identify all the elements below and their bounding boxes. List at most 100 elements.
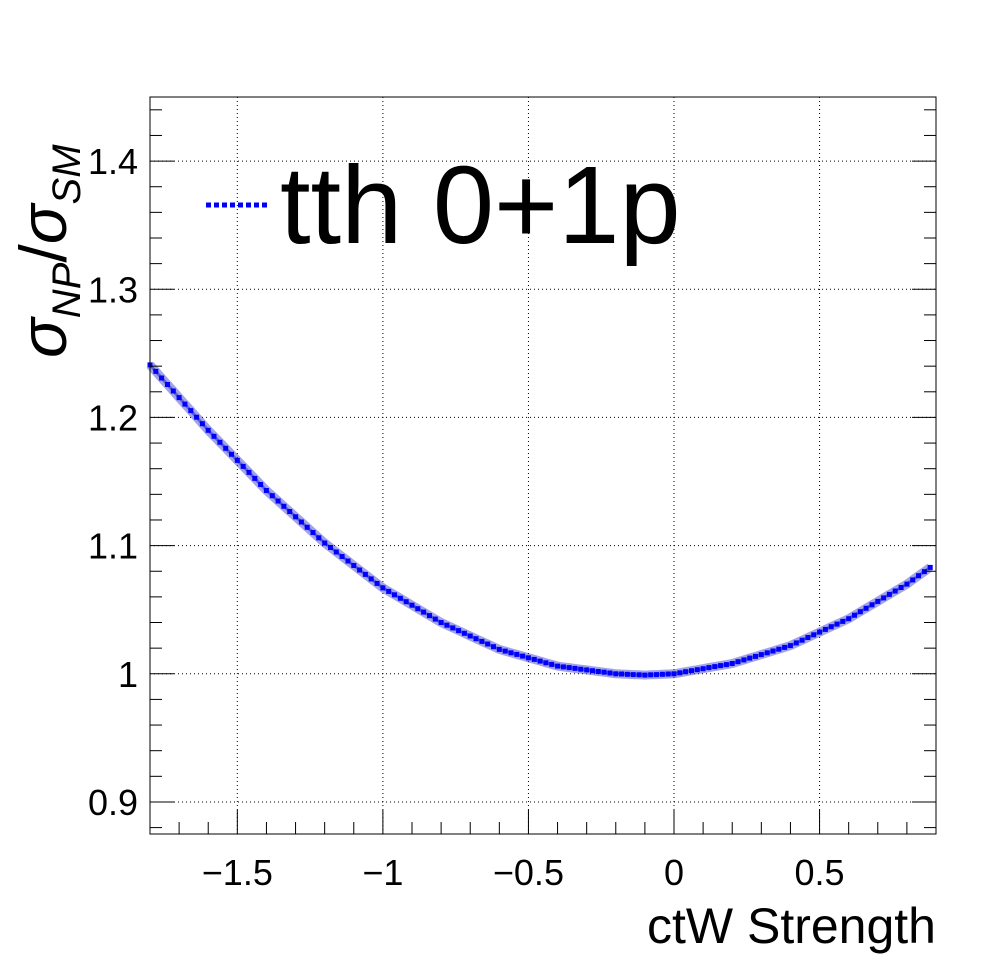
series-marker xyxy=(770,648,776,654)
series-marker xyxy=(723,662,729,668)
series-marker xyxy=(293,514,299,520)
plot-frame xyxy=(149,96,937,835)
series-marker xyxy=(211,433,217,439)
series-marker xyxy=(415,606,421,612)
series-marker xyxy=(572,665,578,671)
series-marker xyxy=(590,668,595,674)
series-marker xyxy=(654,672,659,678)
series-marker xyxy=(502,648,508,654)
series-marker xyxy=(345,558,351,564)
y-tick-label: 1.3 xyxy=(88,269,138,310)
series-marker xyxy=(747,655,753,661)
series-marker xyxy=(834,621,840,627)
series-marker xyxy=(624,671,630,677)
series-marker xyxy=(310,530,316,535)
series-marker xyxy=(199,421,205,427)
series-marker xyxy=(427,613,432,619)
y-axis-title: σNP/σSM xyxy=(6,144,89,358)
series-marker xyxy=(351,563,357,568)
series-marker xyxy=(263,488,269,493)
y-axis-title-sub-np: NP xyxy=(45,262,89,318)
series-marker xyxy=(403,599,409,605)
series-marker xyxy=(287,509,293,514)
series-marker xyxy=(479,638,485,644)
x-axis-title: ctW Strength xyxy=(647,898,936,954)
series-marker xyxy=(846,616,852,622)
series-marker xyxy=(456,628,462,634)
y-axis-title-sigma-np: σ xyxy=(6,316,80,358)
series-marker xyxy=(153,368,159,374)
series-marker xyxy=(450,625,456,631)
series-marker xyxy=(555,663,561,669)
series-marker xyxy=(898,585,904,590)
series-marker xyxy=(322,540,328,546)
series-marker xyxy=(217,439,223,445)
series-marker xyxy=(840,618,846,624)
series-marker xyxy=(549,661,555,667)
series-marker xyxy=(223,445,229,451)
series-marker xyxy=(881,595,887,601)
series-marker xyxy=(630,672,636,678)
series-marker xyxy=(735,659,741,665)
series-marker xyxy=(182,401,188,407)
series-marker xyxy=(246,469,252,475)
series-marker xyxy=(729,661,735,666)
series-marker xyxy=(432,616,438,622)
series-marker xyxy=(560,664,566,670)
series-marker xyxy=(525,655,531,661)
series-layer xyxy=(146,361,933,680)
series-marker xyxy=(753,653,758,659)
series-marker xyxy=(357,567,363,573)
series-marker xyxy=(671,671,677,677)
series-marker xyxy=(473,636,479,642)
series-marker xyxy=(362,571,368,577)
x-tick-label: 0 xyxy=(664,852,684,893)
series-marker xyxy=(339,554,345,559)
series-marker xyxy=(316,535,322,541)
series-marker xyxy=(927,564,933,570)
series-marker xyxy=(333,549,339,555)
x-tick-label: 0.5 xyxy=(795,852,845,893)
series-marker xyxy=(269,493,275,499)
series-marker xyxy=(916,573,921,579)
series-marker xyxy=(444,622,450,628)
series-marker xyxy=(397,595,403,601)
series-marker xyxy=(718,663,724,669)
series-marker xyxy=(904,581,910,587)
series-marker xyxy=(910,577,916,583)
series-marker xyxy=(491,644,496,650)
series-marker xyxy=(636,672,642,678)
series-marker xyxy=(392,592,397,598)
series-marker xyxy=(659,671,665,677)
series-marker xyxy=(642,672,648,678)
y-tick-label: 1 xyxy=(118,654,138,695)
grid xyxy=(150,97,936,834)
series-marker xyxy=(892,588,898,594)
y-axis-title-sub-sm: SM xyxy=(45,144,89,205)
series-marker xyxy=(496,646,502,652)
series-marker xyxy=(170,388,176,394)
series-marker xyxy=(159,375,165,381)
series-marker xyxy=(799,637,805,643)
series-marker xyxy=(828,624,834,630)
series-marker xyxy=(863,605,869,611)
series-marker xyxy=(520,653,526,659)
series-marker xyxy=(607,670,613,676)
series-marker xyxy=(298,519,304,525)
series-marker xyxy=(875,598,881,604)
series-marker xyxy=(188,408,194,414)
series-marker xyxy=(566,665,572,671)
series-marker xyxy=(822,626,828,632)
series-marker xyxy=(467,633,473,639)
series-marker xyxy=(508,650,514,656)
series-marker xyxy=(619,671,625,677)
y-tick-label: 0.9 xyxy=(88,782,138,823)
series-marker xyxy=(886,591,892,597)
series-marker xyxy=(817,629,823,635)
series-marker xyxy=(683,669,689,675)
series-marker xyxy=(531,656,537,662)
series-marker xyxy=(485,641,491,647)
series-marker xyxy=(258,482,264,487)
